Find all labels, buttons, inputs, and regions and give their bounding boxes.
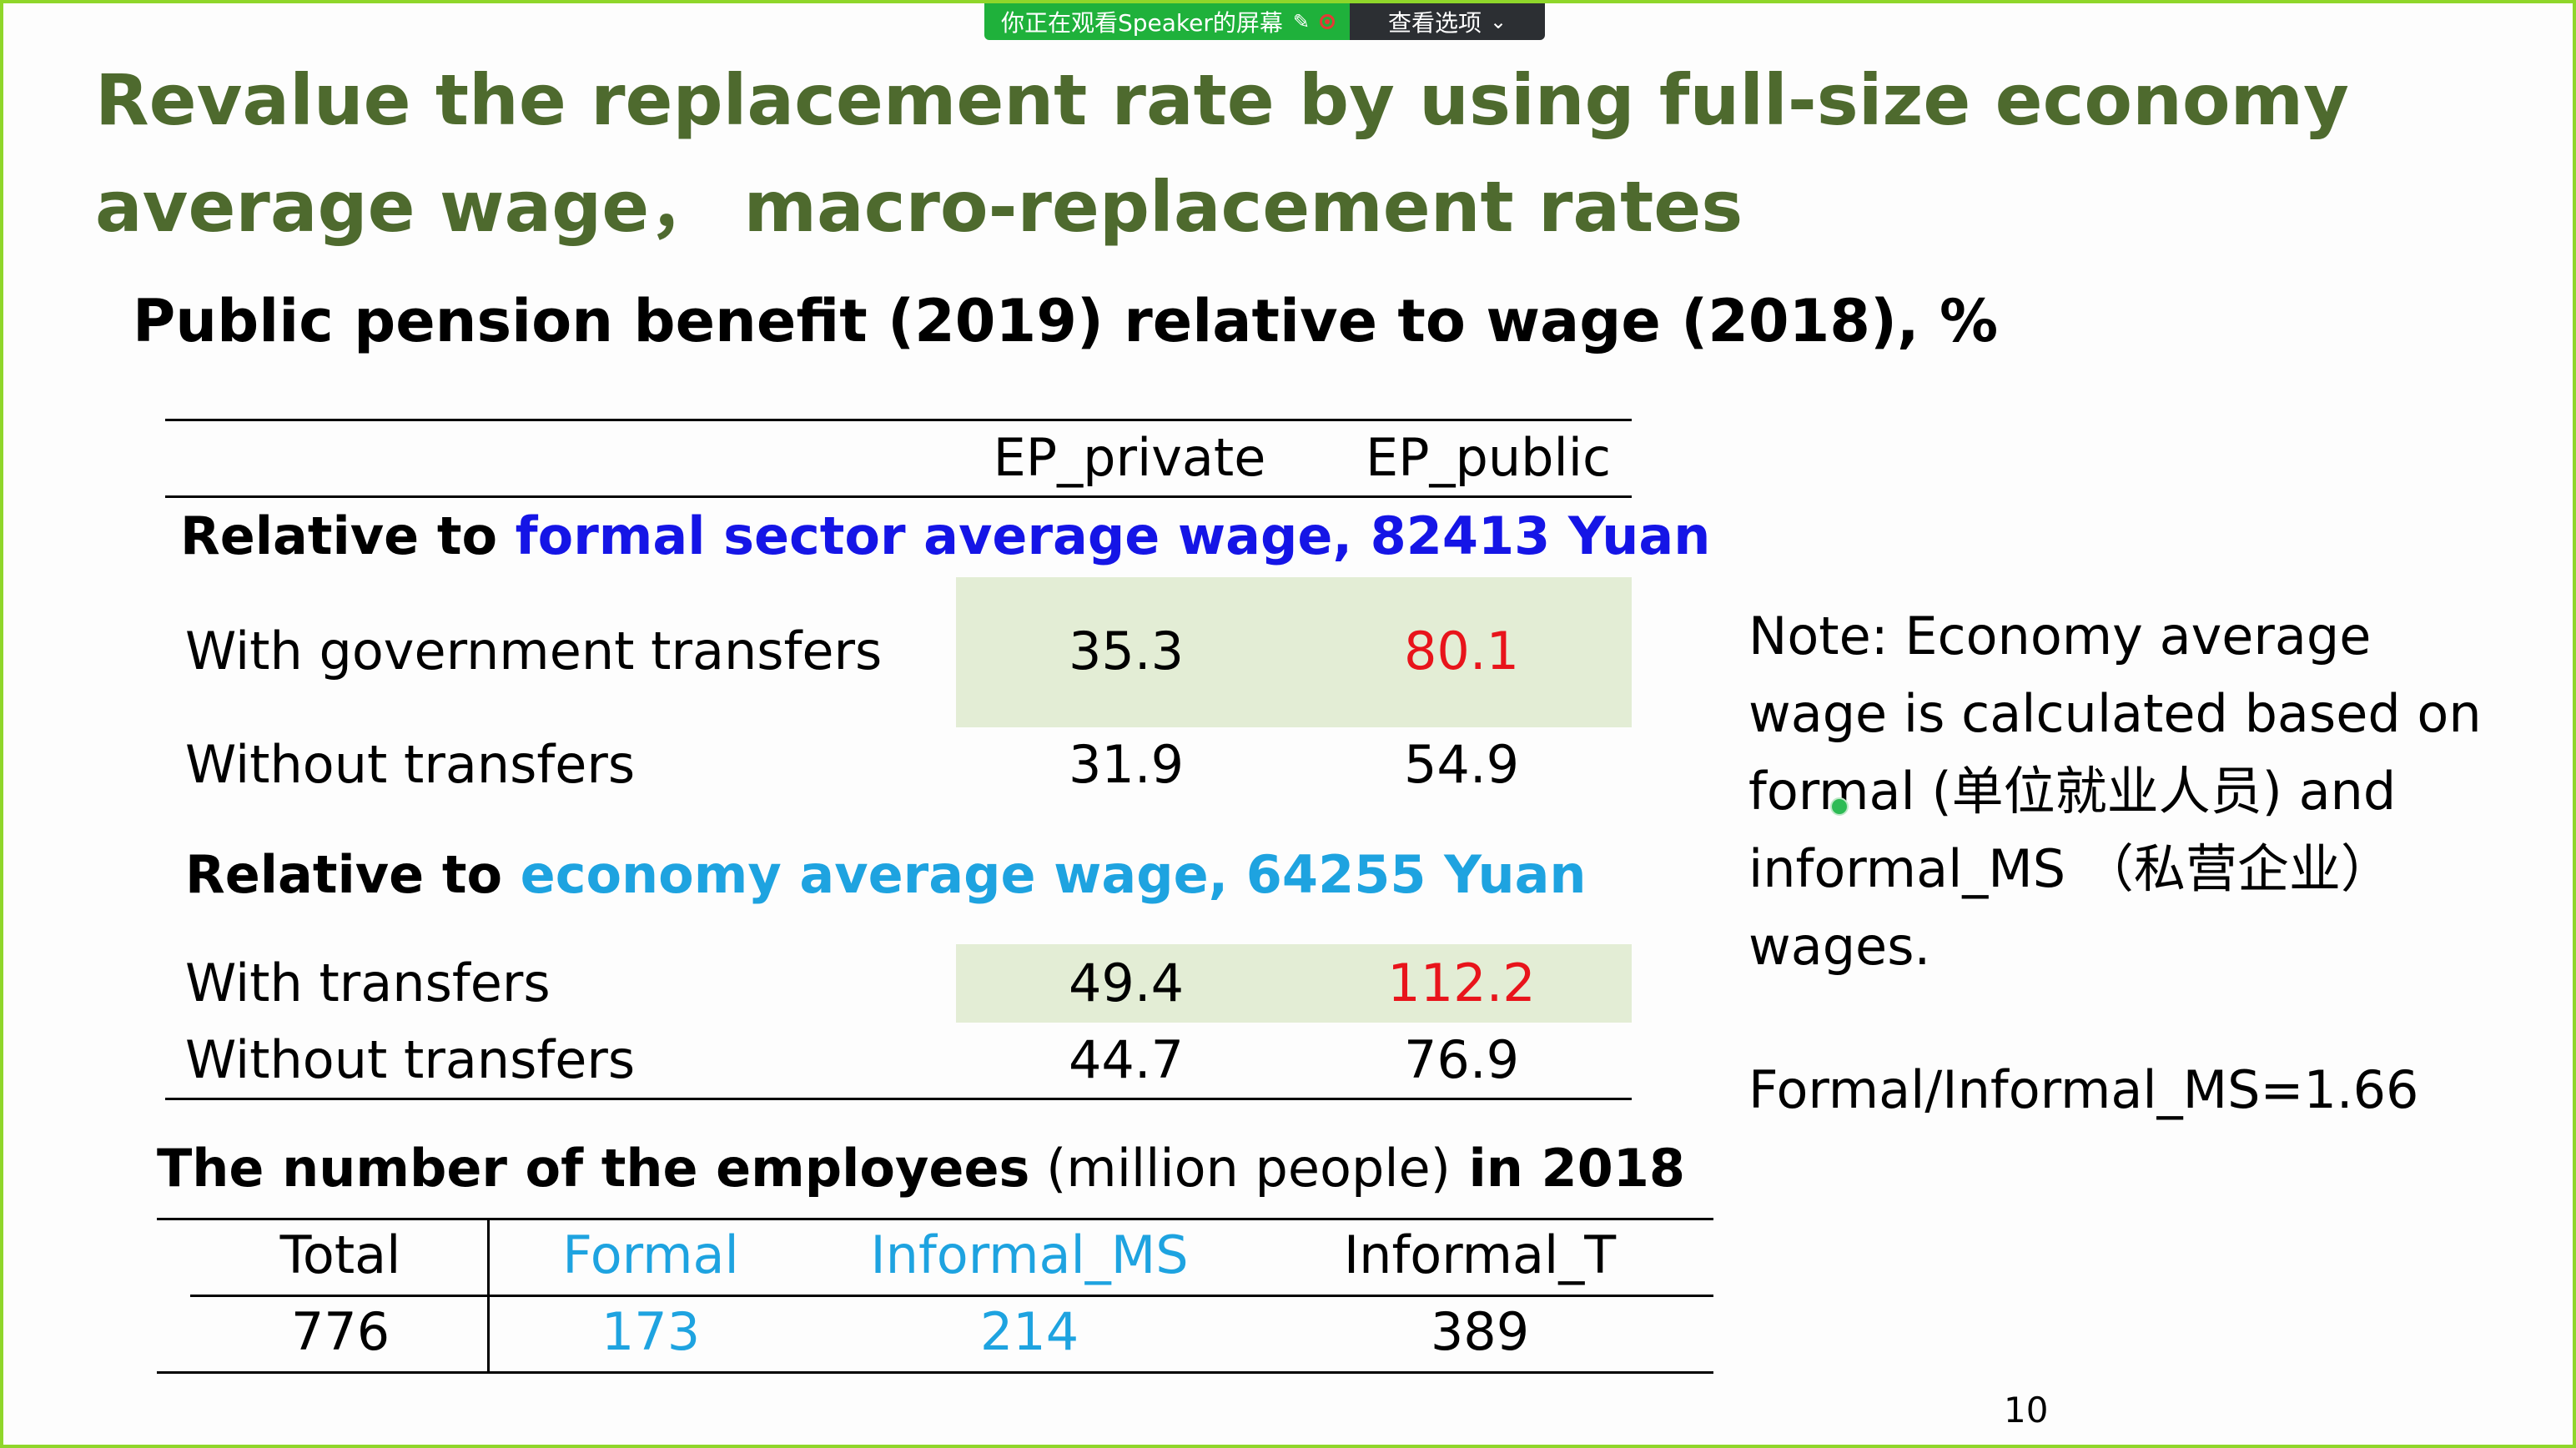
row-label: With transfers [185,953,551,1013]
column-header-informal-t: Informal_T [1343,1224,1617,1285]
ratio-text: Formal/Informal_MS=1.66 [1748,1059,2419,1120]
group-label-prefix: Relative to [180,505,516,566]
column-header-total: Total [279,1224,401,1285]
view-options-button[interactable]: 查看选项 ⌄ [1350,3,1546,40]
column-header-ep-public: EP_public [1365,427,1612,488]
table-cell: 31.9 [1068,734,1185,795]
employees-rule-bottom [157,1371,1713,1374]
share-status-text: 你正在观看Speaker的屏幕 [1001,9,1283,37]
formal-wage-highlight: formal sector average wage, 82413 Yuan [515,505,1711,566]
screen-share-bar: 你正在观看Speaker的屏幕 ✎ 查看选项 ⌄ [984,3,1546,40]
economy-wage-highlight: economy average wage, 64255 Yuan [520,844,1587,905]
group-label-prefix: Relative to [185,844,521,905]
slide-title: Revalue the replacement rate by using fu… [95,59,2349,248]
employees-cell-total: 776 [290,1301,390,1362]
employees-title-bold: The number of the employees [157,1138,1030,1199]
pointer-cursor-icon [1830,797,1849,816]
section-heading: Public pension benefit (2019) relative t… [133,287,1999,355]
column-header-ep-private: EP_private [993,427,1266,488]
table-rule-header [165,495,1632,498]
share-status: 你正在观看Speaker的屏幕 ✎ [984,3,1350,40]
chevron-down-icon: ⌄ [1490,10,1507,33]
row-label: Without transfers [185,1029,636,1090]
table-cell: 76.9 [1403,1029,1520,1090]
table-cell: 35.3 [1068,621,1185,681]
table-rule-top [165,419,1632,421]
column-header-formal: Formal [562,1224,739,1285]
annotate-icon[interactable]: ✎ [1292,10,1310,33]
employees-rule-top [157,1218,1713,1220]
employees-table-title: The number of the employees (million peo… [157,1138,1685,1199]
note-text: Note: Economy average wage is calculated… [1748,606,2482,977]
employees-rule-header [190,1295,1713,1297]
employees-cell-formal: 173 [601,1301,701,1362]
view-options-label: 查看选项 [1388,9,1482,37]
page-number: 10 [2004,1390,2049,1430]
table-cell-highlight: 112.2 [1387,953,1536,1013]
group-label-formal: Relative to formal sector average wage, … [180,505,1710,566]
column-header-informal-ms: Informal_MS [870,1224,1189,1285]
employees-title-year: in 2018 [1450,1138,1686,1199]
employees-title-unit: (million people) [1029,1138,1451,1199]
row-label: With government transfers [185,621,883,681]
employees-cell-informal-ms: 214 [979,1301,1079,1362]
shared-screen: 你正在观看Speaker的屏幕 ✎ 查看选项 ⌄ Revalue the rep… [3,3,2573,1445]
table-cell-highlight: 80.1 [1403,621,1520,681]
table-rule-bottom [165,1098,1632,1100]
row-label: Without transfers [185,734,636,795]
highlight-cell-group1 [956,577,1632,727]
table-cell: 54.9 [1403,734,1520,795]
record-icon [1320,14,1335,29]
highlight-cell-group2 [956,944,1632,1023]
table-cell: 49.4 [1068,953,1185,1013]
table-cell: 44.7 [1068,1029,1185,1090]
employees-cell-informal-t: 389 [1430,1301,1530,1362]
group-label-economy: Relative to economy average wage, 64255 … [185,844,1587,905]
